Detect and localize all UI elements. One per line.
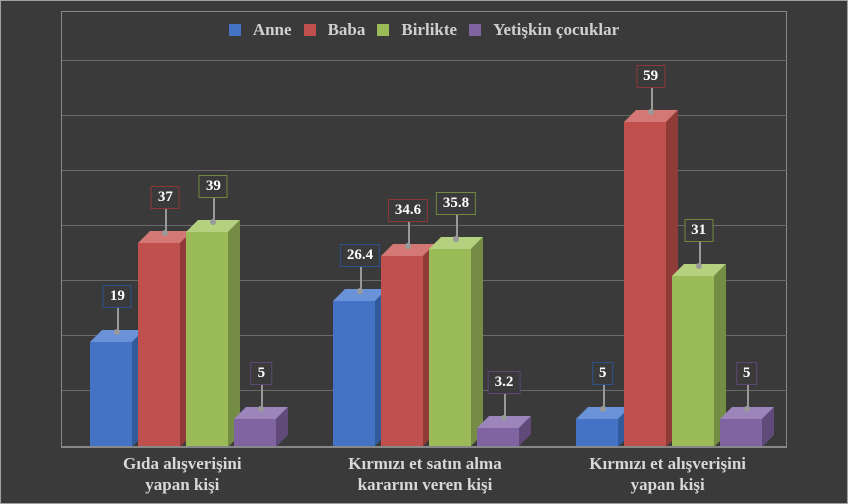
data-label: 31: [684, 219, 713, 242]
leader-line: [651, 88, 653, 112]
data-label: 59: [636, 65, 665, 88]
bar: [381, 256, 423, 446]
data-label: 39: [199, 175, 228, 198]
data-label: 26.4: [340, 244, 380, 267]
legend-swatch: [229, 24, 241, 36]
data-label: 5: [251, 362, 273, 385]
bar: [720, 419, 762, 447]
bar: [333, 301, 375, 446]
legend-swatch: [377, 24, 389, 36]
bar: [477, 428, 519, 446]
leader-line: [603, 385, 605, 409]
bar: [624, 122, 666, 447]
plot-area: 19 37 39 5 26.4 34.6 35.8 3.2 5 59 31 5: [61, 61, 787, 447]
bar: [138, 243, 180, 447]
leader-line: [504, 394, 506, 418]
gridline: [62, 115, 787, 116]
legend-label: Yetişkin çocuklar: [493, 20, 619, 39]
leader-line: [747, 385, 749, 409]
leader-line: [117, 308, 119, 332]
x-axis-label: Gıda alışverişiniyapan kişi: [61, 453, 304, 496]
leader-line: [165, 209, 167, 233]
bar: [186, 232, 228, 447]
data-label: 5: [736, 362, 758, 385]
data-label: 35.8: [436, 192, 476, 215]
data-label: 5: [592, 362, 614, 385]
data-label: 3.2: [488, 371, 521, 394]
leader-line: [699, 242, 701, 266]
bar: [429, 249, 471, 446]
legend-swatch: [469, 24, 481, 36]
bar: [672, 276, 714, 447]
data-label: 19: [103, 285, 132, 308]
leader-line: [213, 198, 215, 222]
gridline: [62, 225, 787, 226]
leader-line: [261, 385, 263, 409]
bar-chart: Anne Baba Birlikte Yetişkin çocuklar 19 37 39…: [0, 0, 848, 504]
bar: [90, 342, 132, 447]
legend-label: Birlikte: [401, 20, 457, 39]
data-label: 37: [151, 186, 180, 209]
bar: [576, 419, 618, 447]
leader-line: [408, 222, 410, 246]
legend-label: Anne: [253, 20, 292, 39]
legend-swatch: [304, 24, 316, 36]
gridline: [62, 170, 787, 171]
x-axis-label: Kırmızı et alışverişiniyapan kişi: [546, 453, 789, 496]
bar: [234, 419, 276, 447]
gridline: [62, 60, 787, 61]
legend: Anne Baba Birlikte Yetişkin çocuklar: [1, 19, 847, 40]
legend-label: Baba: [328, 20, 366, 39]
x-axis-label: Kırmızı et satın almakararını veren kişi: [304, 453, 547, 496]
data-label: 34.6: [388, 199, 428, 222]
leader-line: [360, 267, 362, 291]
leader-line: [456, 215, 458, 239]
